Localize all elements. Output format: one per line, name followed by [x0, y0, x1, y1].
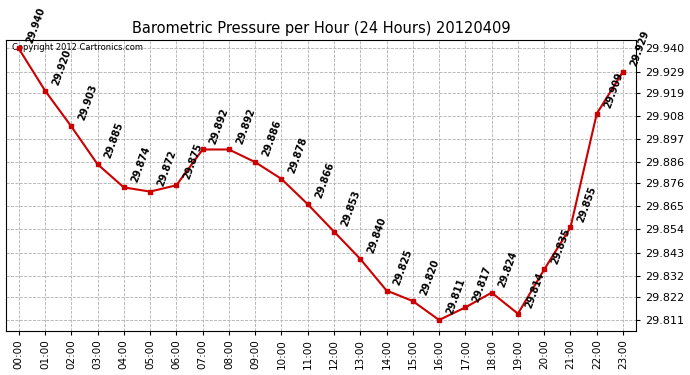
Text: 29.892: 29.892: [235, 106, 257, 146]
Text: 29.874: 29.874: [129, 144, 152, 183]
Text: 29.811: 29.811: [444, 277, 467, 316]
Text: 29.878: 29.878: [287, 136, 309, 175]
Text: Copyright 2012 Cartronics.com: Copyright 2012 Cartronics.com: [12, 43, 143, 52]
Title: Barometric Pressure per Hour (24 Hours) 20120409: Barometric Pressure per Hour (24 Hours) …: [132, 21, 510, 36]
Text: 29.886: 29.886: [261, 119, 283, 158]
Text: 29.940: 29.940: [24, 6, 46, 44]
Text: 29.825: 29.825: [392, 248, 415, 286]
Text: 29.824: 29.824: [497, 250, 520, 288]
Text: 29.909: 29.909: [602, 71, 624, 110]
Text: 29.817: 29.817: [471, 264, 493, 303]
Text: 29.903: 29.903: [77, 84, 99, 122]
Text: 29.892: 29.892: [208, 106, 230, 146]
Text: 29.840: 29.840: [366, 216, 388, 255]
Text: 29.853: 29.853: [339, 189, 362, 227]
Text: 29.920: 29.920: [50, 48, 72, 86]
Text: 29.875: 29.875: [182, 142, 204, 181]
Text: 29.885: 29.885: [103, 121, 126, 160]
Text: 29.855: 29.855: [576, 184, 598, 223]
Text: 29.929: 29.929: [629, 29, 651, 68]
Text: 29.835: 29.835: [550, 226, 572, 266]
Text: 29.814: 29.814: [524, 271, 546, 309]
Text: 29.872: 29.872: [156, 148, 178, 188]
Text: 29.820: 29.820: [418, 258, 441, 297]
Text: 29.866: 29.866: [313, 161, 335, 200]
